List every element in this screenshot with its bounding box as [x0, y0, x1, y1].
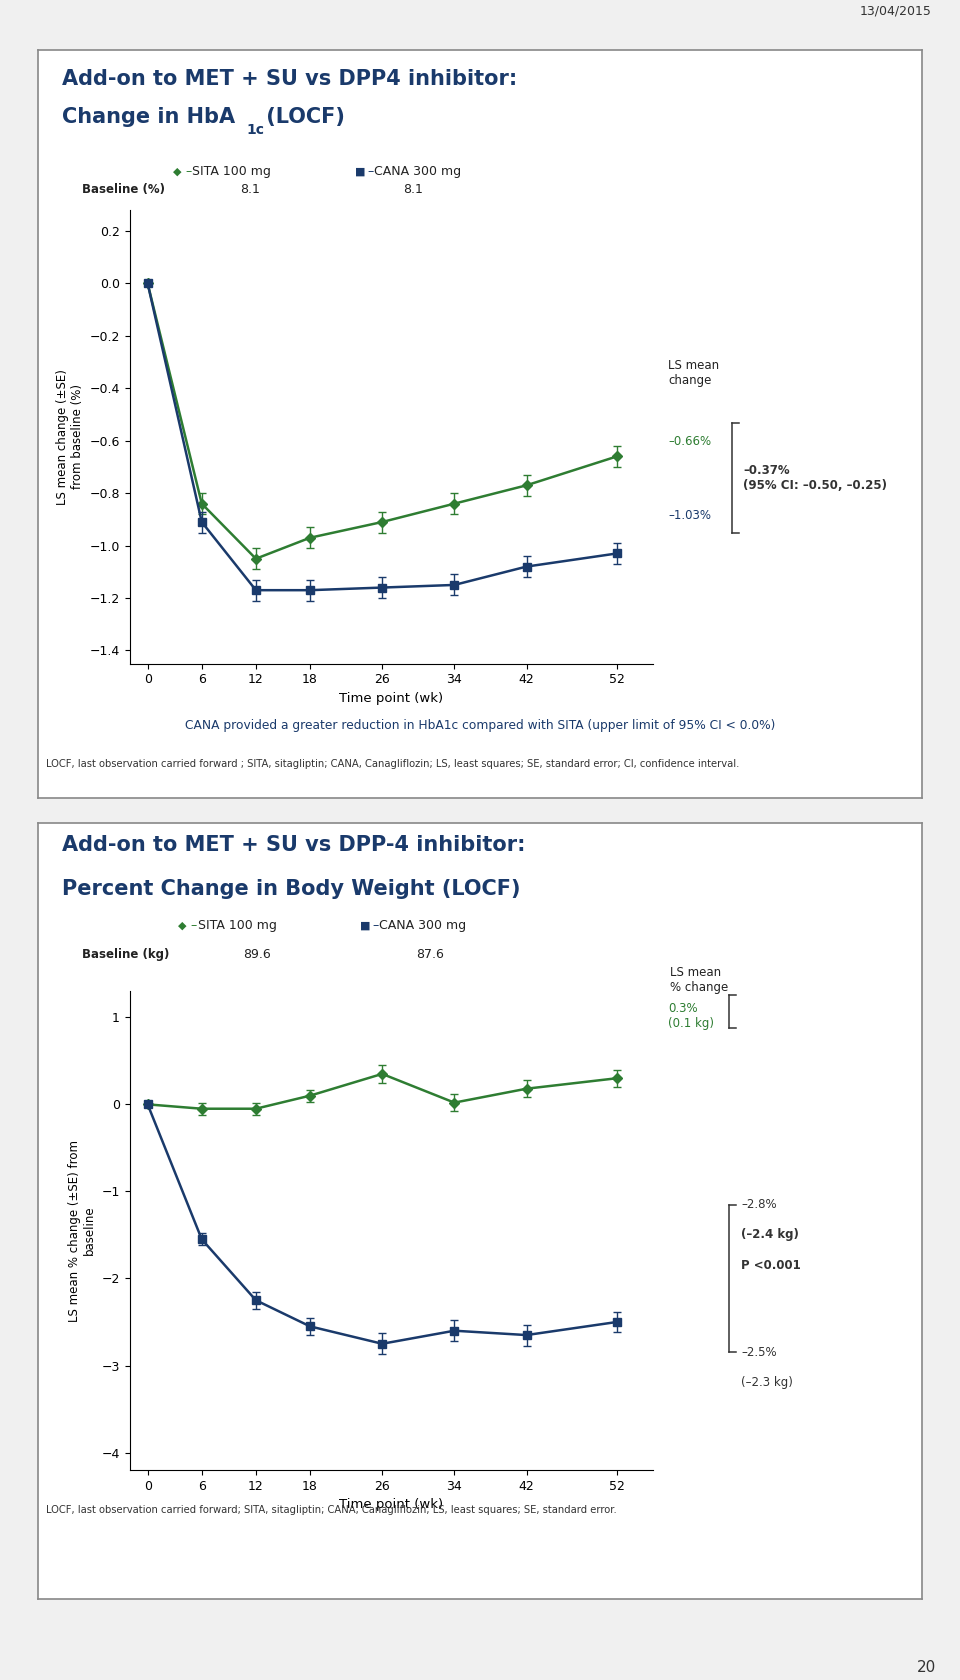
Text: Triple therapy: Triple therapy	[711, 97, 839, 111]
Text: CANA provided a greater reduction in HbA1c compared with SITA (upper limit of 95: CANA provided a greater reduction in HbA…	[185, 719, 775, 732]
Text: 8.1: 8.1	[403, 183, 422, 197]
Text: LOCF, last observation carried forward ; SITA, sitagliptin; CANA, Canagliflozin;: LOCF, last observation carried forward ;…	[46, 759, 739, 769]
Text: –: –	[190, 919, 197, 932]
Text: LS mean
change: LS mean change	[668, 360, 719, 386]
Text: Add-on to MET + SU vs DPP4 inhibitor:: Add-on to MET + SU vs DPP4 inhibitor:	[62, 69, 517, 89]
Text: (–2.3 kg): (–2.3 kg)	[741, 1376, 793, 1389]
Text: P <0.001: P <0.001	[741, 1258, 801, 1272]
Text: LOCF, last observation carried forward; SITA, sitagliptin; CANA, Canagliflozin; : LOCF, last observation carried forward; …	[46, 1505, 617, 1515]
Y-axis label: LS mean change (±SE)
from baseline (%): LS mean change (±SE) from baseline (%)	[56, 370, 84, 504]
Text: –1.03%: –1.03%	[668, 509, 711, 522]
Text: SITA 100 mg: SITA 100 mg	[192, 165, 271, 178]
Text: –: –	[185, 165, 192, 178]
Text: (–2.4 kg): (–2.4 kg)	[741, 1228, 799, 1242]
Text: LS mean
% change: LS mean % change	[670, 966, 729, 995]
Text: –0.66%: –0.66%	[668, 435, 711, 449]
Text: 1c: 1c	[247, 123, 265, 138]
Text: –2.5%: –2.5%	[741, 1346, 777, 1359]
Text: –: –	[372, 919, 379, 932]
Text: ◆: ◆	[179, 921, 186, 931]
Text: –: –	[368, 165, 374, 178]
Text: CANA 300 mg: CANA 300 mg	[379, 919, 467, 932]
Text: 8.1: 8.1	[240, 183, 259, 197]
Text: ◆: ◆	[174, 166, 181, 176]
Text: Change in HbA: Change in HbA	[62, 106, 235, 126]
X-axis label: Time point (wk): Time point (wk)	[339, 1499, 444, 1512]
Text: Baseline (kg): Baseline (kg)	[82, 948, 169, 961]
Text: Add-on to MET + SU vs DPP-4 inhibitor:: Add-on to MET + SU vs DPP-4 inhibitor:	[62, 835, 526, 855]
Text: Percent Change in Body Weight (LOCF): Percent Change in Body Weight (LOCF)	[62, 879, 521, 899]
Text: 20: 20	[917, 1660, 936, 1675]
Text: 0.3%
(0.1 kg): 0.3% (0.1 kg)	[668, 1003, 714, 1030]
Text: –2.8%: –2.8%	[741, 1198, 777, 1211]
Text: ■: ■	[355, 166, 365, 176]
Text: Triple therapy: Triple therapy	[711, 904, 839, 917]
X-axis label: Time point (wk): Time point (wk)	[339, 692, 444, 706]
Text: –0.37%
(95% CI: –0.50, –0.25): –0.37% (95% CI: –0.50, –0.25)	[743, 464, 887, 492]
Text: 13/04/2015: 13/04/2015	[859, 3, 931, 17]
Y-axis label: LS mean % change (±SE) from
baseline: LS mean % change (±SE) from baseline	[68, 1139, 96, 1322]
Text: (LOCF): (LOCF)	[259, 106, 345, 126]
Text: CANA 300 mg: CANA 300 mg	[374, 165, 462, 178]
Text: 89.6: 89.6	[244, 948, 271, 961]
Text: 87.6: 87.6	[416, 948, 444, 961]
Text: SITA 100 mg: SITA 100 mg	[198, 919, 276, 932]
Text: ■: ■	[360, 921, 370, 931]
Text: Baseline (%): Baseline (%)	[82, 183, 164, 197]
